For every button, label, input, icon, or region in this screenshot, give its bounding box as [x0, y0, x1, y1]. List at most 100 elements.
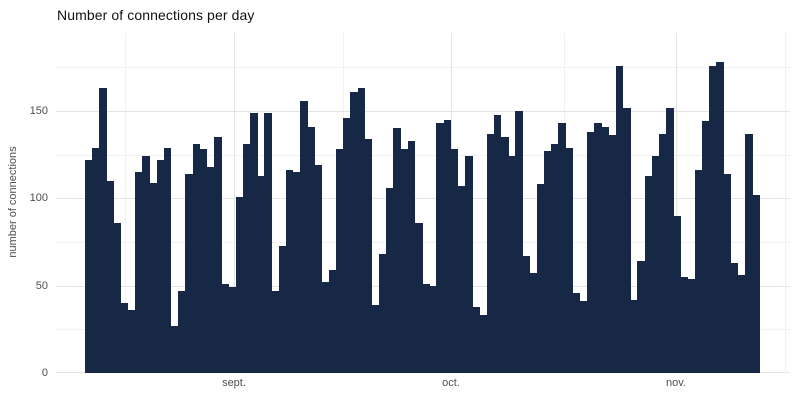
bar-day-79: [644, 175, 653, 373]
bar-day-9: [142, 156, 150, 373]
y-minor-gridline: [56, 241, 790, 243]
y-minor-gridline: [56, 67, 790, 69]
bar-day-7: [128, 310, 136, 373]
bar-day-29: [285, 170, 294, 373]
bar-day-20: [221, 283, 229, 373]
bar-day-66: [551, 144, 559, 373]
bar-day-84: [680, 276, 688, 373]
bar-day-17: [199, 149, 208, 373]
y-minor-gridline: [56, 154, 790, 156]
x-tick-label-nov: nov.: [666, 377, 686, 389]
bar-day-13: [171, 325, 179, 373]
bar-day-57: [486, 133, 495, 373]
bar-day-5: [113, 222, 122, 373]
bar-day-62: [522, 255, 531, 373]
bar-day-15: [185, 173, 193, 373]
bar-day-53: [458, 186, 466, 373]
bar-day-72: [594, 123, 602, 373]
bar-day-33: [314, 165, 323, 373]
x-major-gridline: [676, 33, 677, 373]
bar-day-47: [414, 222, 423, 373]
bar-day-82: [666, 107, 674, 373]
bar-day-10: [149, 182, 158, 373]
bar-day-65: [544, 151, 552, 373]
bar-day-71: [587, 131, 595, 373]
x-tick-label-sept: sept.: [222, 377, 246, 389]
bar-day-59: [501, 137, 509, 373]
bar-day-34: [321, 282, 330, 373]
bar-day-24: [249, 112, 258, 373]
bar-day-39: [357, 88, 366, 373]
bar-day-63: [529, 273, 538, 373]
bar-day-25: [257, 175, 265, 373]
bar-day-78: [637, 261, 645, 373]
bar-day-56: [479, 315, 488, 373]
bar-day-18: [206, 166, 215, 373]
y-tick-label-50: 50: [35, 279, 48, 292]
bar-day-94: [752, 194, 760, 373]
bar-day-64: [536, 184, 545, 373]
plot-panel: [56, 33, 790, 373]
bar-day-93: [744, 133, 753, 373]
bar-day-90: [723, 173, 731, 373]
bar-day-30: [293, 172, 301, 373]
bar-day-89: [716, 62, 724, 373]
bar-day-1: [85, 159, 93, 373]
bar-day-37: [343, 117, 351, 373]
bar-day-86: [694, 170, 703, 373]
bar-day-52: [450, 149, 459, 373]
x-minor-gridline: [125, 33, 126, 373]
y-major-gridline: [56, 198, 790, 200]
bar-day-77: [630, 299, 638, 373]
bar-day-43: [386, 187, 394, 373]
bar-day-4: [106, 180, 115, 373]
bar-day-70: [579, 301, 588, 373]
y-major-gridline: [56, 110, 790, 112]
bar-day-26: [264, 112, 272, 373]
bar-day-87: [701, 121, 710, 373]
bar-day-44: [393, 128, 402, 373]
bar-day-23: [242, 144, 251, 373]
bar-day-74: [608, 135, 617, 373]
bar-day-80: [651, 156, 660, 373]
bar-day-42: [379, 254, 387, 373]
bar-day-6: [120, 303, 129, 373]
bar-day-22: [235, 196, 244, 373]
bar-day-35: [328, 269, 337, 373]
bar-day-88: [709, 65, 717, 373]
bar-day-50: [436, 123, 445, 373]
bar-day-69: [572, 292, 581, 373]
chart-title: Number of connections per day: [57, 7, 255, 23]
bar-day-28: [278, 245, 287, 373]
bar-day-14: [178, 290, 186, 373]
bar-day-38: [350, 91, 358, 373]
bar-day-36: [336, 149, 344, 373]
bar-day-68: [565, 147, 574, 373]
bar-day-61: [515, 111, 523, 373]
y-tick-label-0: 0: [41, 367, 48, 379]
bar-day-12: [163, 147, 172, 373]
y-tick-label-150: 150: [29, 104, 48, 117]
bar-day-31: [300, 100, 308, 373]
bar-day-49: [429, 285, 437, 373]
bar-day-8: [135, 172, 143, 373]
bar-day-85: [687, 278, 696, 373]
bar-day-55: [472, 306, 480, 373]
bar-day-27: [271, 290, 280, 373]
x-tick-label-oct: oct.: [442, 377, 460, 389]
bar-day-60: [508, 156, 516, 373]
bar-day-48: [422, 283, 430, 373]
bar-day-58: [493, 114, 502, 373]
bar-day-2: [92, 147, 100, 373]
bar-day-16: [192, 144, 201, 373]
bar-day-41: [371, 304, 380, 373]
bar-day-3: [99, 88, 107, 373]
bar-day-32: [307, 126, 315, 373]
bar-day-81: [658, 133, 667, 373]
bar-day-75: [615, 65, 624, 373]
bar-day-91: [730, 262, 739, 373]
bar-day-45: [400, 149, 409, 373]
bar-day-21: [228, 287, 237, 373]
x-minor-gridline: [785, 33, 786, 373]
bar-day-19: [214, 137, 222, 373]
